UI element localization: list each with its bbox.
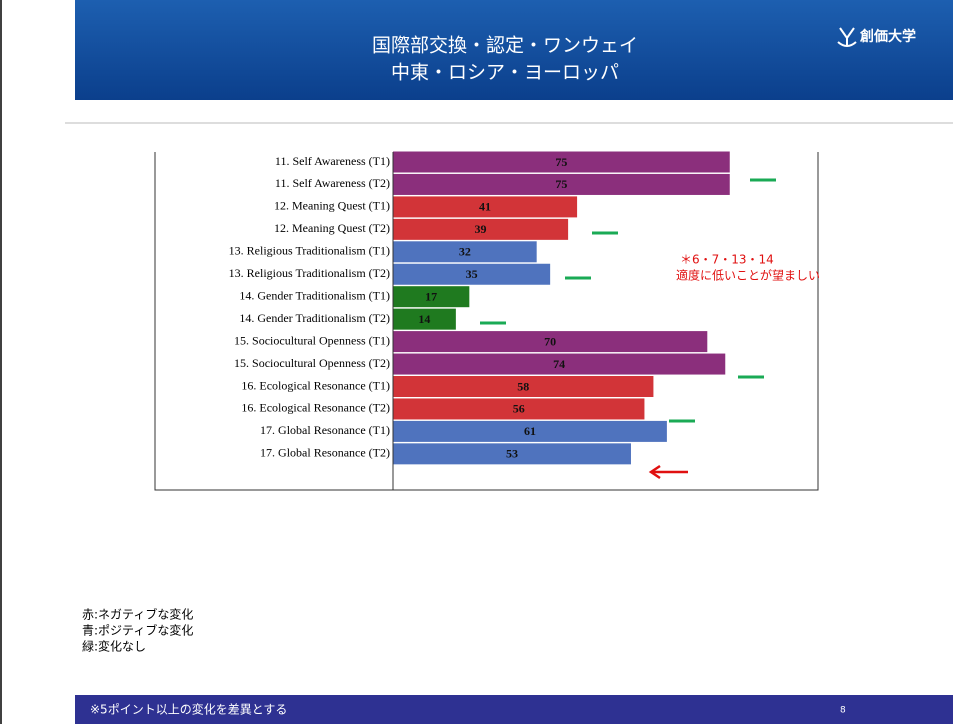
value-label: 14 <box>418 312 430 326</box>
bar <box>393 218 569 240</box>
category-label: 13. Religious Traditionalism (T2) <box>229 266 390 280</box>
bar <box>393 443 631 465</box>
bar <box>393 331 708 353</box>
page-number: 8 <box>840 706 846 716</box>
category-label: 14. Gender Traditionalism (T1) <box>239 288 390 302</box>
category-label: 17. Global Resonance (T2) <box>260 446 390 460</box>
annotation: ＊6・7・13・14 <box>680 253 774 267</box>
footer-note: ※5ポイント以上の変化を差異とする <box>90 702 287 717</box>
logo-text: 創価大学 <box>859 28 916 45</box>
bar <box>393 173 730 195</box>
legend-item: 青:ポジティブな変化 <box>82 623 193 638</box>
category-label: 11. Self Awareness (T1) <box>275 154 390 168</box>
change-markers <box>480 178 776 423</box>
title: 国際部交換・認定・ワンウェイ <box>372 35 638 57</box>
category-label: 15. Sociocultural Openness (T2) <box>234 356 390 370</box>
chart: 11. Self Awareness (T1) 75 11. Self Awaren… <box>154 151 819 491</box>
bar <box>393 263 551 285</box>
negative-arrow <box>648 464 688 480</box>
value-label: 17 <box>425 289 437 303</box>
footer-band <box>75 695 953 724</box>
bar <box>393 376 654 397</box>
bar <box>393 353 726 375</box>
value-label: 53 <box>506 447 518 461</box>
legend-item: 赤:ネガティブな変化 <box>82 607 193 622</box>
category-label: 13. Religious Traditionalism (T1) <box>229 244 390 258</box>
bar <box>393 286 470 308</box>
value-label: 74 <box>553 357 565 371</box>
value-label: 41 <box>479 200 491 214</box>
value-label: 70 <box>544 334 556 348</box>
annotation: 適度に低いことが望ましい <box>676 268 820 283</box>
category-label: 12. Meaning Quest (T1) <box>274 199 390 213</box>
category-label: 17. Global Resonance (T1) <box>260 423 390 437</box>
bar <box>393 151 730 173</box>
value-label: 58 <box>517 379 529 393</box>
bar <box>393 398 645 420</box>
value-label: 32 <box>459 245 471 259</box>
value-label: 75 <box>555 177 567 191</box>
legend-item: 緑:変化なし <box>82 639 146 654</box>
bar <box>393 308 456 330</box>
logo-icon <box>837 27 857 47</box>
value-label: 75 <box>555 155 567 169</box>
value-label: 56 <box>513 402 525 416</box>
bar <box>393 241 537 263</box>
bar <box>393 420 667 442</box>
category-label: 16. Ecological Resonance (T1) <box>241 378 390 392</box>
value-label: 35 <box>466 267 478 281</box>
chart-frame <box>154 152 819 491</box>
value-label: 39 <box>475 222 487 236</box>
value-label: 61 <box>524 424 536 438</box>
title: 中東・ロシア・ヨーロッパ <box>391 62 619 84</box>
category-label: 15. Sociocultural Openness (T1) <box>234 333 390 347</box>
bar <box>393 196 578 218</box>
category-label: 12. Meaning Quest (T2) <box>274 221 390 235</box>
category-label: 11. Self Awareness (T2) <box>275 176 390 190</box>
category-label: 14. Gender Traditionalism (T2) <box>239 311 390 325</box>
header-band <box>75 0 953 100</box>
category-label: 16. Ecological Resonance (T2) <box>241 401 390 415</box>
